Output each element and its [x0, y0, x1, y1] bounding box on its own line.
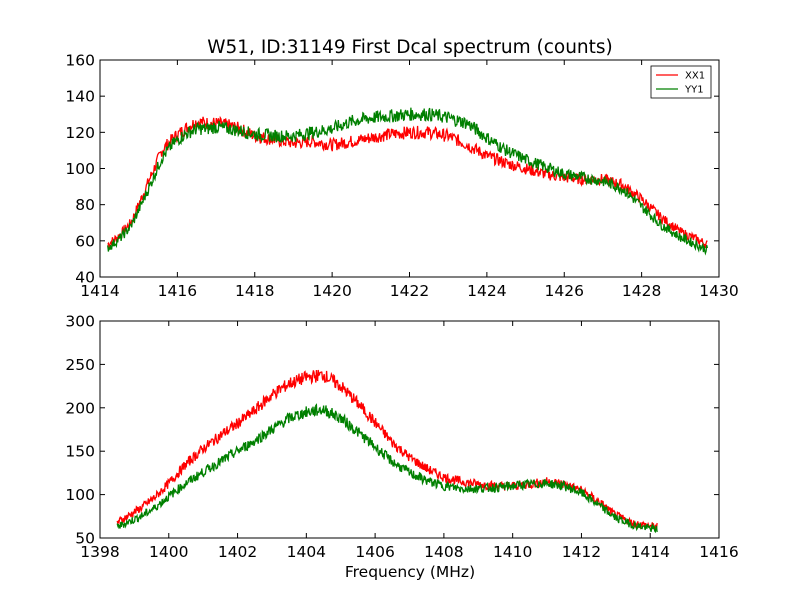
top-xtick-label: 1420 [312, 282, 351, 300]
top-chart-title: W51, ID:31149 First Dcal spectrum (count… [207, 37, 613, 58]
bottom-xtick-label: 1400 [149, 543, 188, 561]
top-xtick-label: 1422 [390, 282, 429, 300]
top-ytick-label: 160 [65, 52, 95, 70]
top-xtick-label: 1430 [699, 282, 738, 300]
bottom-xtick-label: 1412 [562, 543, 601, 561]
legend-label-xx1: XX1 [685, 71, 705, 82]
bottom-xtick-label: 1414 [630, 543, 669, 561]
top-ytick-label: 100 [65, 160, 95, 178]
top-ytick-label: 80 [75, 196, 95, 214]
top-xtick-label: 1424 [467, 282, 506, 300]
top-xtick-label: 1416 [158, 282, 197, 300]
legend-label-yy1: YY1 [684, 85, 704, 96]
top-series-yy1-line [107, 107, 709, 256]
bottom-xtick-label: 1410 [493, 543, 532, 561]
bottom-series-yy1-line [116, 403, 658, 534]
top-ytick-label: 60 [75, 232, 95, 250]
top-ytick-label: 120 [65, 124, 95, 142]
top-xtick-label: 1428 [622, 282, 661, 300]
bottom-xtick-label: 1416 [699, 543, 738, 561]
top-xtick-label: 1414 [80, 282, 119, 300]
bottom-xtick-label: 1408 [424, 543, 463, 561]
bottom-ytick-label: 200 [65, 399, 95, 417]
top-xtick-label: 1426 [545, 282, 584, 300]
bottom-axes-frame [99, 320, 720, 539]
bottom-xtick-label: 1402 [218, 543, 257, 561]
bottom-ytick-label: 50 [75, 530, 95, 548]
bottom-chart-xlabel: Frequency (MHz) [345, 563, 475, 581]
bottom-series-xx1-line [116, 369, 658, 532]
bottom-ytick-label: 250 [65, 356, 95, 374]
top-ytick-label: 40 [75, 269, 95, 287]
bottom-xtick-label: 1406 [355, 543, 394, 561]
bottom-ytick-label: 150 [65, 443, 95, 461]
bottom-xtick-label: 1404 [287, 543, 326, 561]
bottom-chart: 1398 1400 1402 1404 1406 1408 1410 1412 1414 1416… [65, 313, 738, 562]
bottom-ytick-label: 300 [65, 313, 95, 331]
top-ytick-label: 140 [65, 88, 95, 106]
top-xtick-label: 1418 [235, 282, 274, 300]
top-legend-box [650, 65, 712, 99]
bottom-ytick-label: 100 [65, 486, 95, 504]
bottom-xtick-label: 1398 [80, 543, 119, 561]
top-chart: 1414 1416 1418 1420 1422 1424 1426 1428 1430 40 60… [65, 52, 738, 301]
